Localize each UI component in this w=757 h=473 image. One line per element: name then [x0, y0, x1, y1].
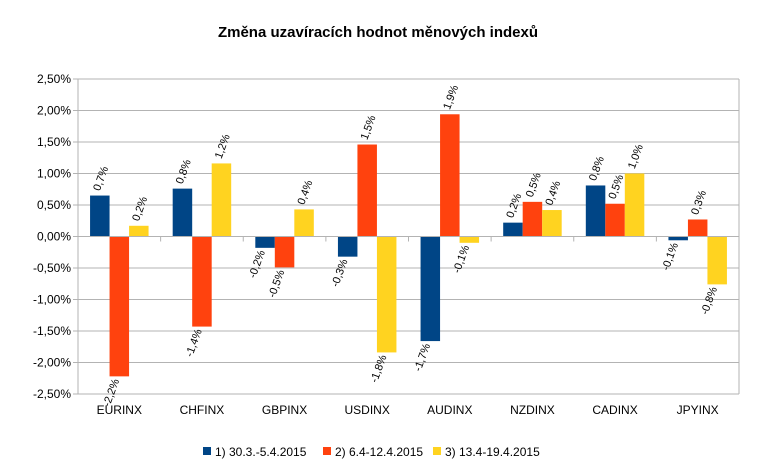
bar: [129, 225, 149, 237]
bar: [503, 222, 523, 237]
data-label: -1,4%: [184, 327, 205, 358]
bar: [376, 236, 397, 353]
category-label: CHFINX: [180, 403, 225, 417]
data-labels: 0,7% 0,8%-0,2% -0,3%-1,7%0,2%0,8%-0,1%-2,2…: [91, 83, 720, 408]
y-tick-label: 0,00%: [37, 230, 71, 244]
bar: [357, 144, 377, 237]
y-tick-label: -1,00%: [33, 293, 71, 307]
bar: [109, 236, 130, 377]
bars: [90, 114, 727, 377]
bar: [459, 236, 480, 243]
legend-label: 2) 6.4-12.4.2015: [335, 445, 423, 459]
data-label: 0,8%: [587, 155, 607, 183]
category-label: AUDINX: [427, 403, 472, 417]
data-label: 0,2%: [130, 195, 150, 223]
y-tick-label: -2,00%: [33, 356, 71, 370]
category-label: NZDINX: [510, 403, 555, 417]
data-label: 0,4%: [543, 179, 563, 207]
bar: [605, 203, 625, 237]
bar: [274, 236, 295, 268]
bar: [192, 236, 212, 327]
category-label: EURINX: [97, 403, 142, 417]
data-label: -0,2%: [247, 249, 268, 280]
bar: [687, 219, 708, 237]
data-label: -1,7%: [412, 342, 433, 373]
legend-swatch: [323, 447, 331, 455]
data-label: -0,5%: [266, 268, 287, 299]
legend-label: 3) 13.4-19.4.2015: [445, 445, 540, 459]
bar: [707, 236, 727, 285]
legend-swatch: [433, 447, 441, 455]
category-label: GBPINX: [262, 403, 307, 417]
data-label: 0,3%: [689, 189, 709, 217]
data-label: 1,2%: [213, 133, 233, 161]
data-label: 0,2%: [504, 192, 524, 220]
data-label: 1,9%: [441, 83, 461, 111]
bar: [585, 185, 606, 237]
y-tick-label: -0,50%: [33, 261, 71, 275]
bar: [420, 236, 441, 342]
data-label: -0,8%: [699, 285, 720, 316]
legend-label: 1) 30.3.-5.4.2015: [215, 445, 307, 459]
bar: [255, 236, 275, 248]
bar: [294, 209, 314, 237]
data-label: -0,1%: [451, 244, 472, 275]
y-tick-label: -2,50%: [33, 387, 71, 401]
chart-title: Změna uzavíracích hodnot měnových indexů: [218, 24, 538, 41]
y-tick-label: -1,50%: [33, 324, 71, 338]
data-label: -0,3%: [329, 257, 350, 288]
bar: [337, 236, 358, 257]
bar: [624, 173, 645, 237]
y-tick-label: 2,00%: [37, 104, 71, 118]
data-label: 0,7%: [91, 165, 111, 193]
bar: [90, 195, 110, 237]
axes: 2,50% 2,00% 1,50% 1,00% 0,50% 0,00% -0,50% -1,0…: [33, 72, 740, 417]
data-label: 0,5%: [607, 173, 627, 201]
data-label: 0,5%: [524, 171, 544, 199]
data-label: 1,5%: [359, 114, 379, 142]
category-label: USDINX: [345, 403, 390, 417]
bar: [440, 114, 460, 237]
bar: [522, 201, 543, 237]
data-label: 0,8%: [174, 158, 194, 186]
legend: 1) 30.3.-5.4.2015 2) 6.4-12.4.2015 3) 13.4…: [203, 445, 540, 459]
bar: [668, 236, 688, 241]
data-label: 1,0%: [626, 143, 646, 171]
data-label: -1,8%: [368, 353, 389, 384]
bar: [211, 163, 232, 237]
legend-swatch: [203, 447, 211, 455]
category-label: CADINX: [592, 403, 637, 417]
y-tick-label: 1,50%: [37, 135, 71, 149]
y-tick-label: 1,00%: [37, 167, 71, 181]
bar: [172, 188, 193, 237]
data-label: 0,4%: [296, 179, 316, 207]
bar: [542, 210, 562, 237]
y-tick-label: 0,50%: [37, 198, 71, 212]
category-label: JPYINX: [677, 403, 719, 417]
y-tick-label: 2,50%: [37, 72, 71, 86]
